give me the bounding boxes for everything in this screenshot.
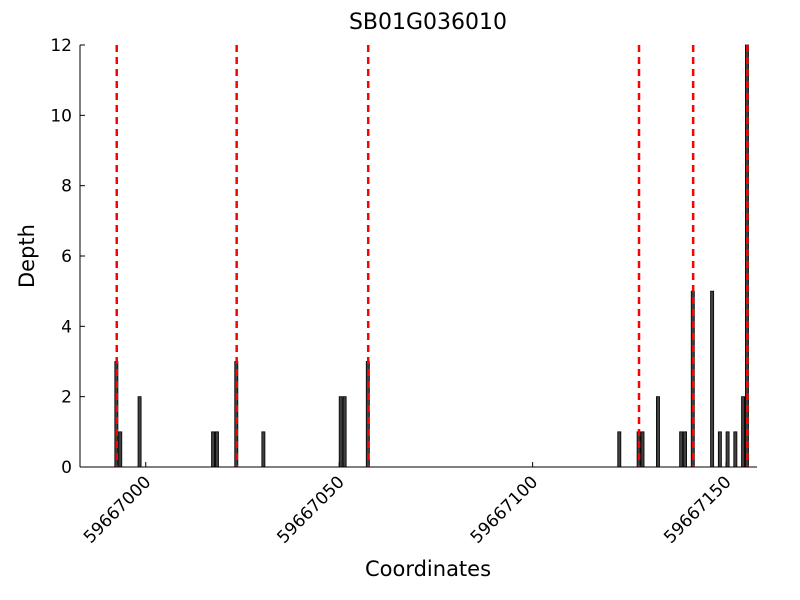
bar xyxy=(717,431,722,468)
y-tick-label: 12 xyxy=(50,36,72,56)
bar xyxy=(261,431,266,468)
x-axis-label: Coordinates xyxy=(365,557,491,581)
y-tick-label: 2 xyxy=(61,388,72,408)
x-tick-label: 59667000 xyxy=(80,472,155,547)
bar xyxy=(365,361,370,468)
x-tick-label: 59667150 xyxy=(660,472,735,547)
bar xyxy=(733,431,738,468)
bar xyxy=(683,431,687,468)
bar xyxy=(710,290,715,468)
y-tick-label: 10 xyxy=(50,106,72,126)
bar xyxy=(640,431,645,468)
bar xyxy=(211,431,216,468)
bar xyxy=(338,396,343,468)
y-tick-label: 0 xyxy=(61,458,72,478)
bar xyxy=(234,361,239,468)
chart-title: SB01G036010 xyxy=(349,10,507,35)
bar xyxy=(656,396,660,468)
bar xyxy=(118,431,123,468)
bar xyxy=(114,361,119,468)
bar xyxy=(617,431,622,468)
bar xyxy=(725,431,730,468)
bar xyxy=(679,431,684,468)
bar xyxy=(690,290,695,468)
bar xyxy=(137,396,142,468)
x-tick-label: 59667050 xyxy=(273,472,348,547)
bar xyxy=(741,396,746,468)
bar xyxy=(636,431,641,468)
y-tick-label: 8 xyxy=(61,177,72,197)
x-tick-label: 59667100 xyxy=(467,472,542,547)
bar xyxy=(214,431,219,468)
bar xyxy=(342,396,347,468)
y-axis-label: Depth xyxy=(15,224,39,288)
y-tick-label: 4 xyxy=(61,317,72,337)
y-tick-label: 6 xyxy=(61,247,72,267)
